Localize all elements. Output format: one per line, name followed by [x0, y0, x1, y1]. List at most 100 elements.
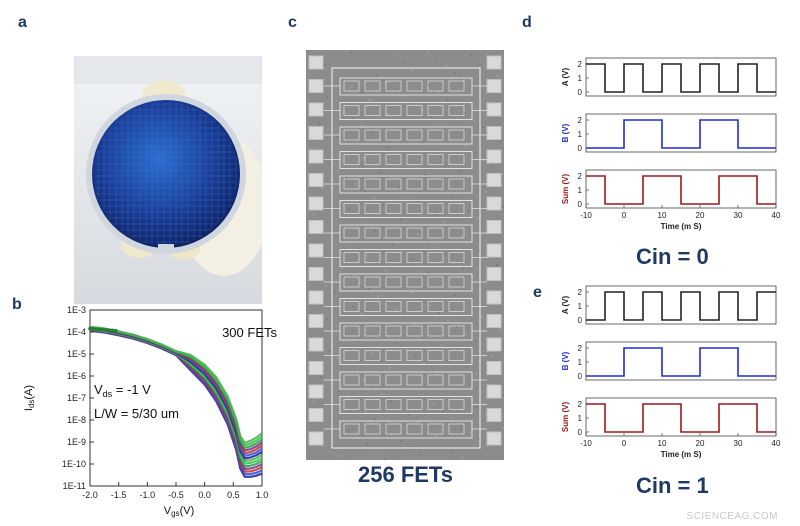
- fet-cell: [343, 80, 360, 92]
- noise-dot: [474, 152, 476, 154]
- noise-dot: [467, 177, 469, 179]
- noise-dot: [387, 113, 389, 115]
- noise-dot: [462, 268, 464, 270]
- x-tick-label: 30: [734, 439, 743, 448]
- noise-dot: [351, 85, 353, 87]
- noise-dot: [419, 265, 421, 267]
- bond-pad-right: [486, 79, 502, 93]
- fet-cell: [385, 129, 402, 141]
- fet-cell: [406, 423, 423, 435]
- fet-cell: [343, 105, 360, 116]
- noise-dot: [436, 58, 438, 60]
- waveform-frame: [585, 341, 777, 381]
- data-point: [108, 328, 112, 333]
- noise-dot: [469, 431, 471, 433]
- fet-cell: [343, 325, 360, 337]
- noise-dot: [454, 72, 456, 74]
- noise-dot: [413, 135, 415, 137]
- x-tick-label: -2.0: [82, 490, 98, 500]
- noise-dot: [326, 96, 328, 98]
- fet-cell: [364, 105, 381, 116]
- noise-dot: [437, 279, 439, 281]
- fet-cell: [385, 252, 402, 263]
- wafer-photo: [74, 56, 262, 304]
- noise-dot: [415, 167, 417, 169]
- fet-cell: [406, 301, 423, 312]
- y-tick-label: 1: [578, 186, 583, 195]
- noise-dot: [376, 262, 378, 264]
- noise-dot: [480, 282, 482, 284]
- noise-dot: [420, 298, 422, 300]
- bond-pad-right: [486, 267, 502, 281]
- x-tick-label: -1.0: [140, 490, 156, 500]
- y-tick-label: 0: [578, 144, 583, 153]
- noise-dot: [354, 150, 356, 152]
- noise-dot: [438, 312, 440, 314]
- fet-cell: [343, 423, 360, 435]
- noise-dot: [483, 159, 485, 161]
- bond-pad-right: [486, 149, 502, 164]
- fet-cell: [343, 227, 360, 239]
- noise-dot: [433, 403, 435, 405]
- noise-dot: [347, 397, 349, 399]
- noise-dot: [327, 129, 329, 131]
- noise-dot: [378, 328, 380, 330]
- fet-cell: [406, 154, 423, 165]
- noise-dot: [503, 427, 505, 429]
- fet-cell: [406, 325, 423, 337]
- fet-cell: [364, 423, 381, 435]
- noise-dot: [384, 458, 386, 460]
- y-tick-label: 1: [578, 414, 583, 423]
- fet-cell: [448, 423, 465, 435]
- fet-cell: [364, 325, 381, 337]
- noise-dot: [363, 157, 365, 159]
- noise-dot: [496, 264, 498, 266]
- y-tick-label: 1E-5: [67, 349, 86, 359]
- noise-dot: [478, 438, 480, 440]
- fet-cell: [343, 178, 360, 190]
- noise-dot: [492, 166, 494, 168]
- noise-dot: [452, 228, 454, 230]
- y-tick-label: 2: [578, 344, 583, 353]
- logic-block: [339, 77, 473, 96]
- noise-dot: [440, 156, 442, 158]
- fet-cell: [448, 80, 465, 92]
- fet-cell: [448, 129, 465, 141]
- data-point: [102, 328, 107, 332]
- fet-curve: [89, 325, 263, 444]
- fet-cell: [343, 203, 360, 214]
- fet-cell: [427, 301, 444, 312]
- noise-dot: [364, 190, 366, 192]
- noise-dot: [455, 105, 457, 107]
- logic-block: [339, 371, 473, 390]
- noise-dot: [428, 272, 430, 274]
- bond-pad-right: [486, 384, 502, 399]
- noise-dot: [365, 411, 367, 413]
- noise-dot: [489, 289, 491, 291]
- noise-dot: [470, 54, 472, 56]
- noise-dot: [341, 267, 343, 269]
- fet-cell: [385, 399, 402, 410]
- fet-cell: [385, 80, 402, 92]
- panel-letter-e: e: [533, 284, 542, 301]
- noise-dot: [390, 400, 392, 402]
- noise-dot: [399, 407, 401, 409]
- noise-dot: [460, 424, 462, 426]
- y-tick-label: 1E-8: [67, 415, 86, 425]
- fet-cell: [364, 252, 381, 263]
- noise-dot: [477, 217, 479, 219]
- bond-pad-right: [486, 431, 502, 446]
- noise-dot: [417, 421, 419, 423]
- fet-cell: [364, 374, 381, 386]
- series-label: A (V): [561, 295, 570, 314]
- noise-dot: [317, 311, 319, 313]
- bond-pad-left: [308, 337, 324, 352]
- noise-dot: [499, 329, 501, 331]
- noise-dot: [374, 230, 376, 232]
- y-tick-label: 0: [578, 428, 583, 437]
- noise-dot: [453, 261, 455, 263]
- fet-cell: [343, 276, 360, 288]
- fet-cell: [385, 276, 402, 288]
- fet-cell: [364, 178, 381, 190]
- noise-dot: [380, 360, 382, 362]
